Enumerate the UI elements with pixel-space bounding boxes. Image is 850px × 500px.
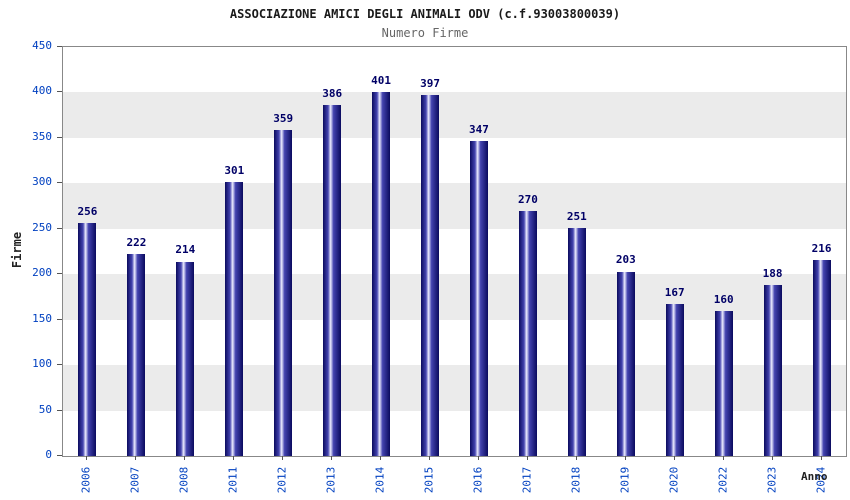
x-tick-mark [820, 456, 822, 460]
bar-2012 [274, 129, 293, 456]
bar-2016 [469, 140, 488, 456]
x-tick-label: 2013 [324, 466, 338, 494]
bar-2017 [518, 210, 537, 456]
bar-2018 [567, 227, 586, 456]
bar-2024 [812, 259, 831, 456]
bar-2013 [323, 105, 342, 456]
y-tick-label: 50 [38, 402, 52, 416]
x-tick-label: 2011 [226, 466, 240, 494]
chart-subtitle: Numero Firme [381, 26, 469, 40]
y-tick-mark [57, 364, 62, 366]
y-tick-label: 250 [32, 220, 52, 234]
x-tick-mark [624, 456, 626, 460]
bar-value-label: 301 [224, 164, 245, 178]
y-tick-label: 300 [32, 175, 52, 189]
x-tick-mark [477, 456, 479, 460]
bar-2023 [763, 285, 782, 456]
x-tick-mark [722, 456, 724, 460]
bar-2007 [127, 254, 146, 456]
grid-band [63, 137, 846, 184]
x-tick-mark [233, 456, 235, 460]
y-tick-mark [57, 273, 62, 275]
bar-value-label: 167 [664, 286, 685, 300]
x-tick-mark [135, 456, 137, 460]
x-tick-label: 2023 [765, 466, 779, 494]
y-tick-label: 450 [32, 39, 52, 52]
x-tick-mark [282, 456, 284, 460]
y-tick-mark [57, 136, 62, 138]
x-tick-label: 2012 [275, 466, 289, 494]
x-tick-label: 2006 [79, 466, 93, 494]
y-tick-mark [57, 46, 62, 47]
x-tick-mark [526, 456, 528, 460]
y-tick-label: 400 [32, 84, 52, 98]
x-tick-label: 2014 [373, 466, 387, 494]
x-tick-label: 2018 [569, 466, 583, 494]
x-tick-mark [429, 456, 431, 460]
x-tick-mark [771, 456, 773, 460]
bar-value-label: 160 [713, 292, 734, 306]
x-tick-label: 2017 [520, 466, 534, 494]
y-axis-title: Firme [10, 231, 24, 269]
x-tick-label: 2019 [618, 466, 632, 494]
grid-band [63, 47, 846, 93]
bar-value-label: 401 [371, 73, 392, 87]
bar-value-label: 203 [615, 253, 636, 267]
bar-value-label: 251 [566, 209, 587, 223]
chart-title: ASSOCIAZIONE AMICI DEGLI ANIMALI ODV (c.… [229, 7, 621, 21]
bar-value-label: 347 [469, 122, 489, 136]
y-tick-label: 200 [32, 266, 52, 280]
bar-2014 [372, 91, 391, 456]
bar-value-label: 222 [126, 236, 147, 250]
bar-value-label: 397 [420, 77, 440, 91]
y-tick-label: 100 [32, 357, 52, 371]
x-tick-label: 2007 [128, 466, 142, 494]
y-tick-mark [57, 409, 62, 411]
x-tick-mark [673, 456, 675, 460]
x-tick-mark [331, 456, 333, 460]
y-tick-mark [57, 318, 62, 320]
bar-2008 [176, 261, 195, 456]
y-tick-label: 350 [32, 129, 52, 143]
grid-band [63, 92, 846, 138]
grid-band [63, 183, 846, 229]
x-tick-label: 2008 [177, 466, 191, 494]
bar-2006 [78, 223, 97, 456]
bar-value-label: 386 [322, 87, 343, 101]
bar-2015 [421, 95, 440, 456]
bar-value-label: 214 [175, 243, 196, 257]
bar-value-label: 270 [517, 192, 538, 206]
bar-2011 [225, 182, 244, 456]
bar-2022 [714, 310, 733, 456]
bar-value-label: 188 [762, 267, 783, 281]
x-tick-mark [575, 456, 577, 460]
plot-area: 256 222 214 301 359 386 401 397 347 270 251 203 167 1… [62, 46, 847, 457]
x-tick-mark [86, 456, 88, 460]
y-tick-label: 0 [45, 448, 52, 461]
x-tick-mark [184, 456, 186, 460]
y-tick-mark [57, 182, 62, 184]
y-tick-mark [57, 91, 62, 93]
y-tick-label: 150 [32, 311, 52, 325]
bar-value-label: 359 [273, 111, 294, 125]
bar-2019 [616, 271, 635, 456]
x-tick-label: 2016 [471, 466, 485, 494]
bar-2020 [665, 304, 684, 456]
x-tick-mark [380, 456, 382, 460]
x-tick-label: 2015 [422, 466, 436, 494]
x-axis-title: Anno [801, 470, 828, 483]
bar-value-label: 256 [77, 205, 98, 219]
x-tick-label: 2020 [667, 466, 681, 494]
bar-value-label: 216 [811, 241, 832, 255]
x-tick-label: 2022 [716, 466, 730, 494]
y-tick-mark [57, 227, 62, 229]
y-tick-mark [57, 455, 62, 456]
